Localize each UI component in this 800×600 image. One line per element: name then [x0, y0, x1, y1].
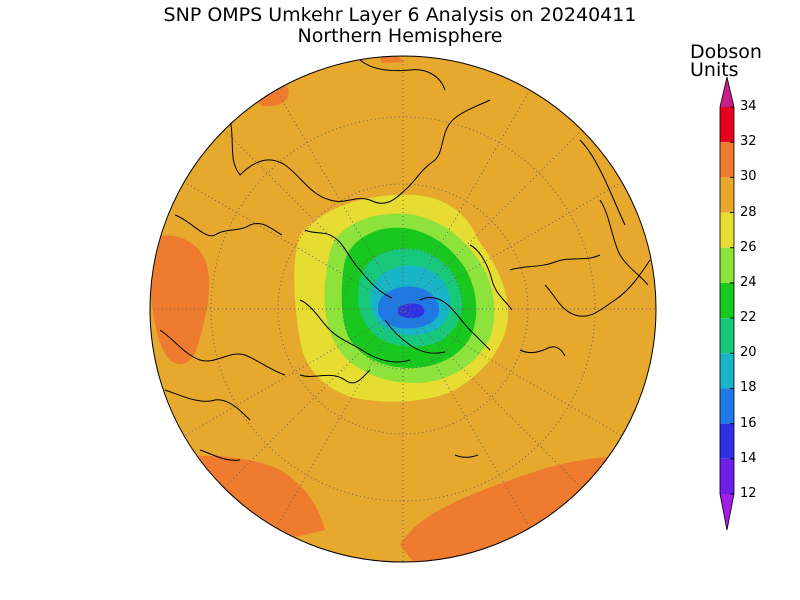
orange-patch-top: [255, 84, 289, 107]
colorbar-tick-label: 14: [740, 450, 757, 466]
colorbar-tick-label: 34: [740, 99, 757, 114]
colorbar-tick-label: 20: [740, 345, 757, 361]
colorbar-tick-label: 18: [740, 380, 757, 396]
colorbar-band-32-34: [720, 107, 734, 143]
colorbar-band-12-14: [720, 458, 734, 494]
colorbar-band-16-18: [720, 388, 734, 424]
band-14-16: [398, 303, 425, 319]
colorbar-tick-label: 28: [740, 204, 757, 220]
colorbar-title-line2: Units: [690, 59, 739, 81]
map-disk: [150, 56, 656, 562]
colorbar-tick-label: 22: [740, 310, 757, 326]
map-boundary: [149, 55, 657, 563]
colorbar-band-18-20: [720, 353, 734, 389]
colorbar-band-30-32: [720, 142, 734, 178]
colorbar: [719, 76, 735, 531]
map-title: SNP OMPS Umkehr Layer 6 Analysis on 2024…: [163, 4, 637, 26]
colorbar-under-arrow: [720, 494, 734, 530]
orange-patch-left: [150, 235, 210, 365]
colorbar-tick-label: 26: [740, 239, 757, 255]
colorbar-band-26-28: [720, 212, 734, 248]
graticule: [150, 56, 656, 562]
colorbar-title-line1: Dobson: [690, 41, 762, 63]
colorbar-over-arrow: [720, 77, 734, 107]
colorbar-tick-label: 30: [740, 169, 757, 185]
colorbar-band-14-16: [720, 423, 734, 459]
colorbar-tick-label: 32: [740, 134, 757, 150]
coastlines: [159, 59, 651, 461]
colorbar-band-22-24: [720, 282, 734, 319]
map-subtitle: Northern Hemisphere: [297, 25, 503, 47]
colorbar-tick-label: 16: [740, 415, 757, 431]
colorbar-band-20-22: [720, 318, 734, 354]
orange-patch-top-small: [380, 56, 404, 63]
colorbar-band-24-26: [720, 247, 734, 283]
colorbar-tick-label: 24: [740, 274, 757, 290]
colorbar-tick-label: 12: [740, 486, 757, 501]
colorbar-band-28-30: [720, 177, 734, 213]
